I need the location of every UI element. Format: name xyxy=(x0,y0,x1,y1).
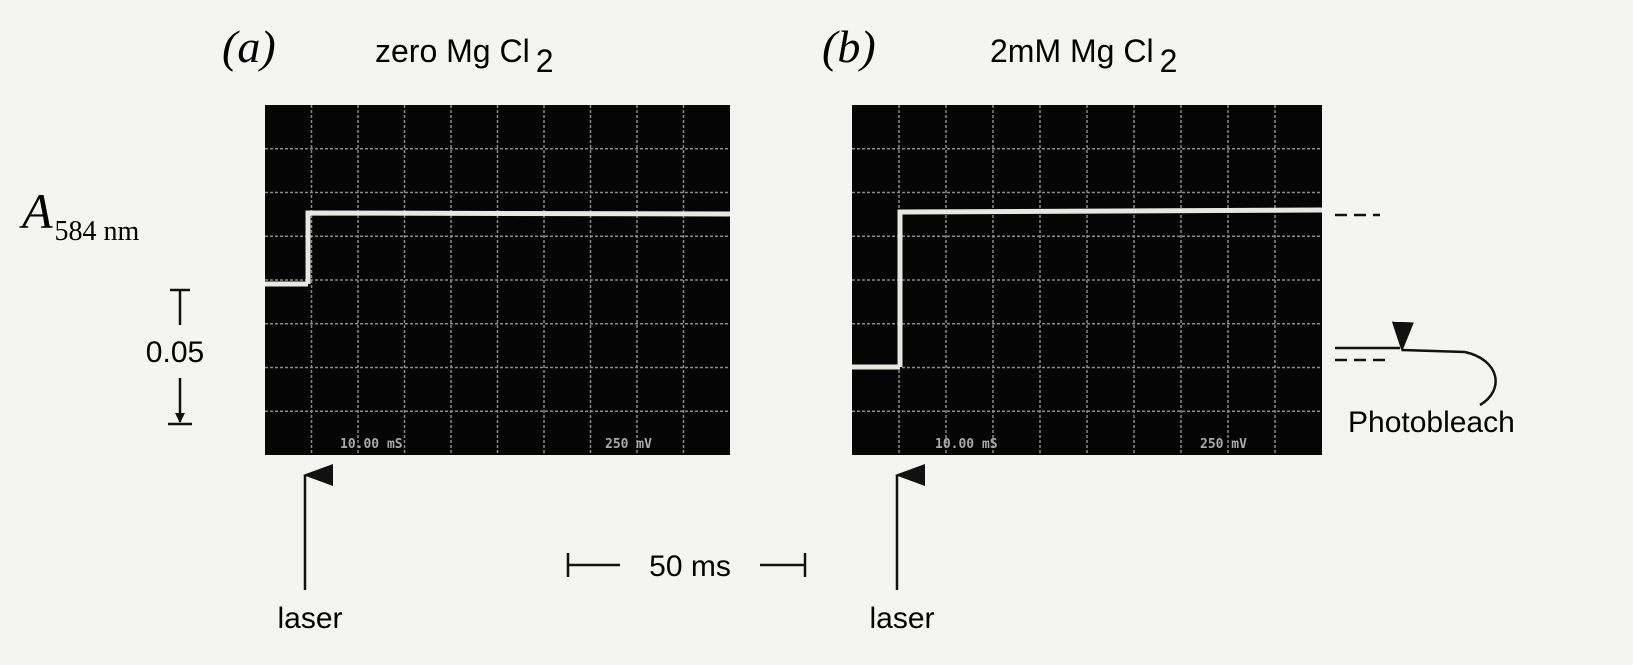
subscript: 584 nm xyxy=(55,216,140,247)
screen-text: 250 mV xyxy=(1200,437,1247,452)
condition: zero Mg Cl xyxy=(375,33,530,69)
screen-text: 10.00 mS xyxy=(340,437,403,452)
panel-label: (b) xyxy=(822,21,876,72)
scale-label: 0.05 xyxy=(146,336,204,369)
screen-text: 250 mV xyxy=(605,437,652,452)
arrow xyxy=(1465,352,1496,405)
screen-text: 10.00 mS xyxy=(935,437,998,452)
subscript: 2 xyxy=(536,43,554,79)
subscript: 2 xyxy=(1160,43,1178,79)
figure: 10.00 mS 250 mV (a) zero Mg Cl2 10.00 mS… xyxy=(0,0,1633,665)
axis-symbol: A584 nm xyxy=(19,183,140,247)
laser-label: laser xyxy=(277,602,342,635)
scale-label: 50 ms xyxy=(649,550,731,583)
condition: 2mM Mg Cl xyxy=(990,33,1154,69)
panel-label: (a) xyxy=(222,21,276,72)
laser-label: laser xyxy=(869,602,934,635)
symbol: A xyxy=(19,183,53,239)
arrow xyxy=(1402,350,1465,352)
scale-bar xyxy=(170,290,190,325)
annotation: Photobleach xyxy=(1348,406,1515,439)
